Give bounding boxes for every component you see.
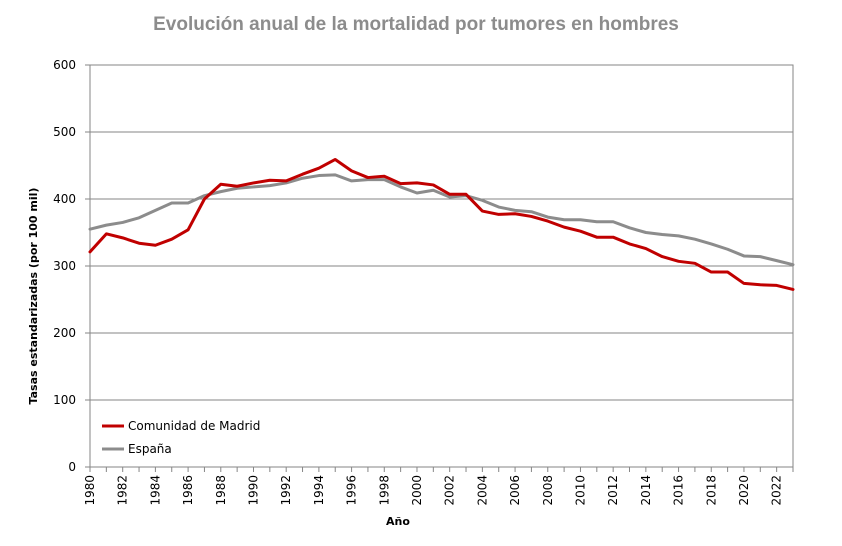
x-tick-label: 2012 <box>606 475 620 506</box>
x-tick-label: 1994 <box>312 475 326 506</box>
x-tick-label: 1982 <box>116 475 130 506</box>
y-tick-label: 0 <box>68 460 76 474</box>
x-tick-label: 1980 <box>83 475 97 506</box>
x-tick-label: 2014 <box>639 475 653 506</box>
x-tick-label: 2002 <box>443 475 457 506</box>
y-tick-label: 600 <box>53 58 76 72</box>
x-tick-label: 2022 <box>770 475 784 506</box>
y-tick-label: 200 <box>53 326 76 340</box>
legend-label: España <box>128 442 172 456</box>
x-tick-label: 2006 <box>508 475 522 506</box>
x-tick-label: 1996 <box>345 475 359 506</box>
x-axis-title: Año <box>386 515 410 528</box>
x-tick-label: 2004 <box>475 475 489 506</box>
x-tick-label: 1984 <box>148 475 162 506</box>
y-tick-label: 400 <box>53 192 76 206</box>
x-tick-label: 1988 <box>214 475 228 506</box>
y-tick-label: 500 <box>53 125 76 139</box>
y-axis-title: Tasas estandarizadas (por 100 mil) <box>27 188 40 405</box>
axis-ticks: 0 100 200 300 400 500 600 1980 1982 1984 1986 1988 1… <box>53 58 794 506</box>
y-tick-label: 100 <box>53 393 76 407</box>
x-tick-label: 2000 <box>410 475 424 506</box>
x-tick-label: 1998 <box>377 475 391 506</box>
x-tick-label: 1990 <box>246 475 260 506</box>
x-tick-label: 1986 <box>181 475 195 506</box>
x-tick-label: 2018 <box>704 475 718 506</box>
series-line <box>88 157 795 291</box>
x-tick-label: 1992 <box>279 475 293 506</box>
gridlines <box>90 131 793 401</box>
series-lines <box>88 157 795 291</box>
x-tick-label: 2008 <box>541 475 555 506</box>
x-tick-label: 2020 <box>737 475 751 506</box>
y-tick-label: 300 <box>53 259 76 273</box>
legend-label: Comunidad de Madrid <box>128 419 260 433</box>
chart-title: Evolución anual de la mortalidad por tum… <box>153 14 679 35</box>
legend: Comunidad de Madrid España <box>102 419 260 456</box>
x-tick-label: 2010 <box>573 475 587 506</box>
x-tick-label: 2016 <box>672 475 686 506</box>
